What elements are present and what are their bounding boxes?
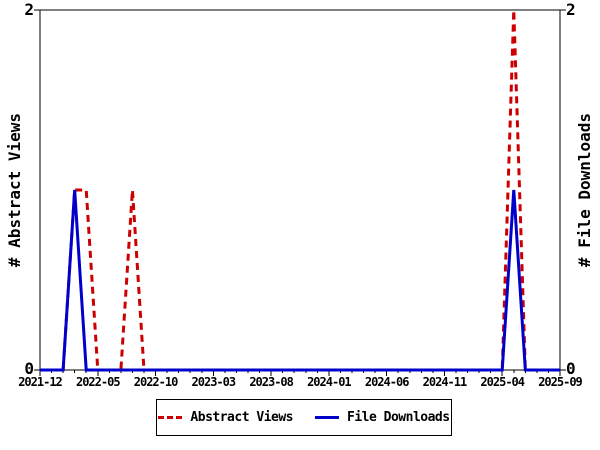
x-tick-label: 2025-04 (480, 375, 525, 389)
legend-line-sample-file-downloads (315, 416, 339, 419)
legend-item-abstract-views: Abstract Views (158, 410, 293, 425)
x-tick-label: 2024-06 (364, 375, 410, 389)
legend-box: Abstract Views File Downloads (156, 399, 452, 436)
x-tick-label: 2024-01 (307, 375, 352, 389)
y-tick-label-top-left: 2 (24, 0, 34, 19)
x-tick-label: 2022-10 (133, 375, 179, 389)
legend-label-file-downloads: File Downloads (347, 410, 450, 425)
x-tick-label: 2023-03 (191, 375, 237, 389)
x-tick-label: 2025-09 (538, 375, 583, 389)
x-tick-label: 2022-05 (75, 375, 121, 389)
y-tick-label-top-right: 2 (566, 0, 576, 19)
x-tick-label: 2021-12 (18, 375, 63, 389)
legend-line-sample-abstract-views (158, 416, 183, 419)
x-tick-label: 2024-11 (422, 375, 468, 389)
x-tick-label: 2023-08 (249, 375, 294, 389)
y-axis-label-left: # Abstract Views (5, 112, 24, 268)
y-axis-label-right: # File Downloads (575, 112, 594, 268)
y-tick-label-bottom-left: 0 (24, 359, 34, 378)
legend-item-file-downloads: File Downloads (315, 410, 450, 425)
y-tick-label-bottom-right: 0 (566, 359, 576, 378)
legend-label-abstract-views: Abstract Views (190, 410, 293, 425)
